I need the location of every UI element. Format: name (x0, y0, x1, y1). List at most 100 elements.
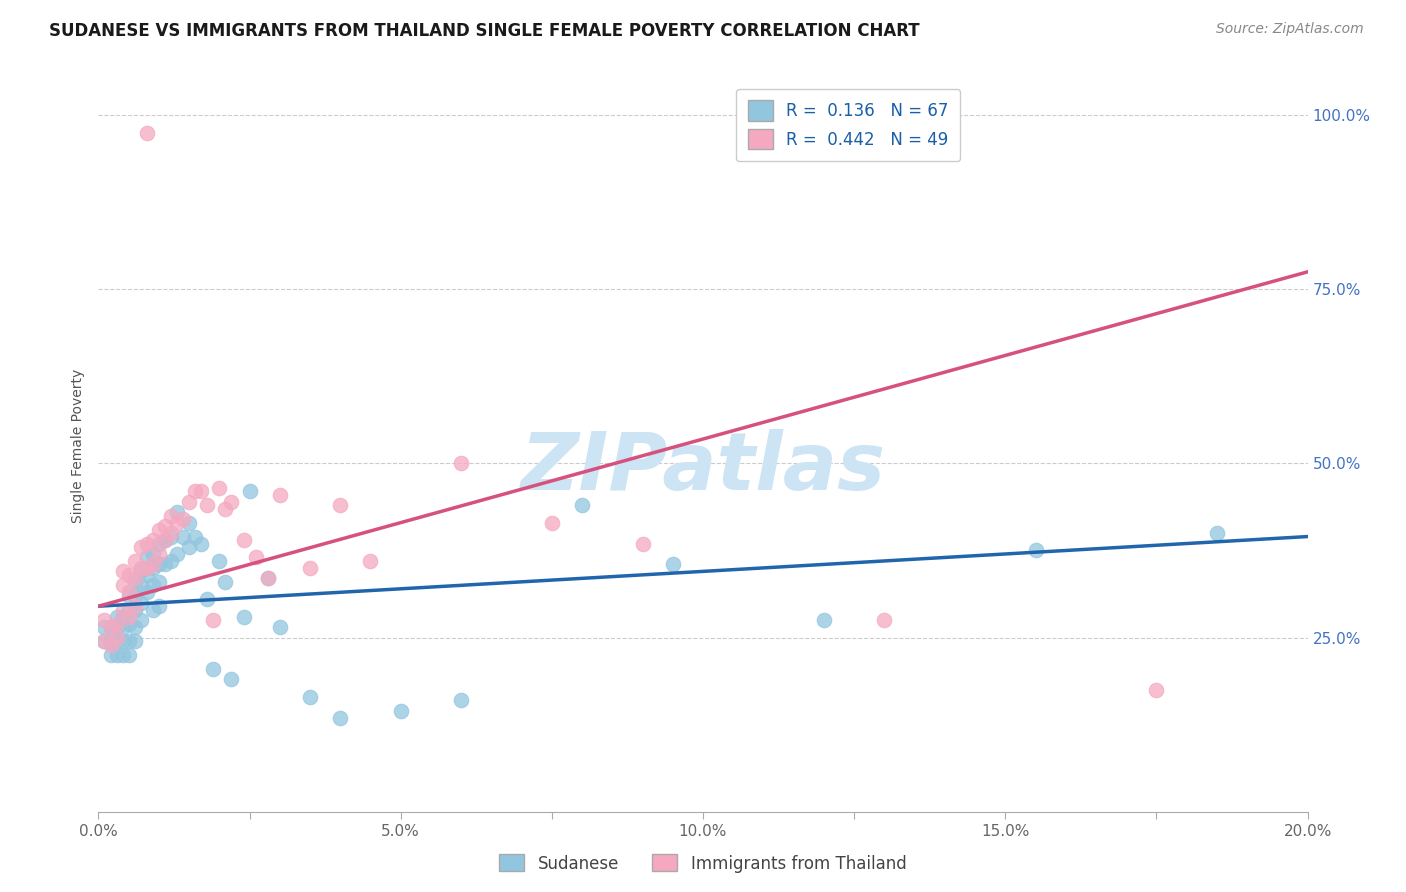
Point (1024, 543, 1046, 558)
Point (299, 690, 322, 704)
Point (208, 481, 231, 495)
Point (142, 603, 165, 617)
Point (172, 530, 194, 544)
Point (329, 711, 352, 725)
Point (124, 634, 146, 648)
Point (129, 596, 152, 610)
Point (190, 536, 212, 550)
Point (873, 613, 896, 627)
Point (93, 613, 115, 627)
Point (221, 494, 243, 508)
Point (232, 533, 254, 547)
Point (118, 603, 141, 617)
Point (105, 648, 128, 662)
Text: SUDANESE VS IMMIGRANTS FROM THAILAND SINGLE FEMALE POVERTY CORRELATION CHART: SUDANESE VS IMMIGRANTS FROM THAILAND SIN… (49, 22, 920, 40)
Point (118, 589, 141, 603)
Point (179, 540, 201, 554)
Point (202, 662, 225, 676)
Point (160, 508, 183, 523)
Point (571, 498, 593, 512)
Point (160, 526, 183, 541)
Point (245, 550, 267, 565)
Point (202, 613, 225, 627)
Point (813, 613, 835, 627)
Point (256, 571, 278, 585)
Point (135, 567, 157, 582)
Point (1144, 682, 1167, 697)
Point (118, 585, 141, 599)
Point (93, 634, 115, 648)
Point (214, 501, 236, 516)
Legend: R =  0.136   N = 67, R =  0.442   N = 49: R = 0.136 N = 67, R = 0.442 N = 49 (737, 88, 960, 161)
Point (269, 488, 291, 502)
Point (450, 457, 472, 471)
Point (129, 561, 152, 575)
Point (179, 516, 201, 530)
Point (214, 574, 236, 589)
Point (135, 561, 157, 575)
Point (118, 609, 141, 624)
Point (184, 530, 207, 544)
Point (221, 673, 243, 687)
Point (118, 567, 141, 582)
Point (100, 620, 122, 634)
Point (135, 585, 157, 599)
Point (195, 498, 218, 512)
Point (148, 574, 170, 589)
Y-axis label: Single Female Poverty: Single Female Poverty (72, 369, 86, 523)
Point (124, 603, 146, 617)
Point (135, 536, 157, 550)
Point (184, 484, 207, 499)
Point (148, 523, 170, 537)
Point (299, 561, 322, 575)
Point (239, 484, 262, 499)
Point (100, 648, 122, 662)
Point (450, 693, 472, 707)
Point (100, 620, 122, 634)
Point (135, 550, 157, 565)
Point (153, 533, 176, 547)
Point (124, 589, 146, 603)
Point (166, 547, 188, 561)
Point (111, 648, 134, 662)
Point (148, 547, 170, 561)
Point (360, 554, 382, 568)
Text: ZIPatlas: ZIPatlas (520, 429, 886, 507)
Point (142, 547, 165, 561)
Point (100, 634, 122, 648)
Point (111, 565, 134, 579)
Point (105, 620, 128, 634)
Point (142, 578, 165, 592)
Point (1206, 526, 1229, 541)
Point (118, 634, 141, 648)
Point (540, 516, 562, 530)
Point (153, 558, 176, 572)
Point (124, 554, 146, 568)
Point (111, 603, 134, 617)
Point (111, 609, 134, 624)
Point (269, 620, 291, 634)
Point (129, 540, 152, 554)
Point (129, 578, 152, 592)
Point (100, 638, 122, 652)
Point (111, 634, 134, 648)
Point (148, 599, 170, 614)
Point (148, 558, 170, 572)
Point (135, 126, 157, 140)
Point (179, 494, 201, 508)
Point (129, 613, 152, 627)
Point (148, 536, 170, 550)
Point (329, 498, 352, 512)
Point (105, 634, 128, 648)
Point (661, 558, 683, 572)
Point (166, 516, 188, 530)
Point (118, 616, 141, 631)
Point (124, 574, 146, 589)
Point (105, 616, 128, 631)
Point (124, 599, 146, 614)
Point (124, 620, 146, 634)
Point (256, 571, 278, 585)
Point (160, 530, 183, 544)
Point (190, 484, 212, 499)
Point (93, 620, 115, 634)
